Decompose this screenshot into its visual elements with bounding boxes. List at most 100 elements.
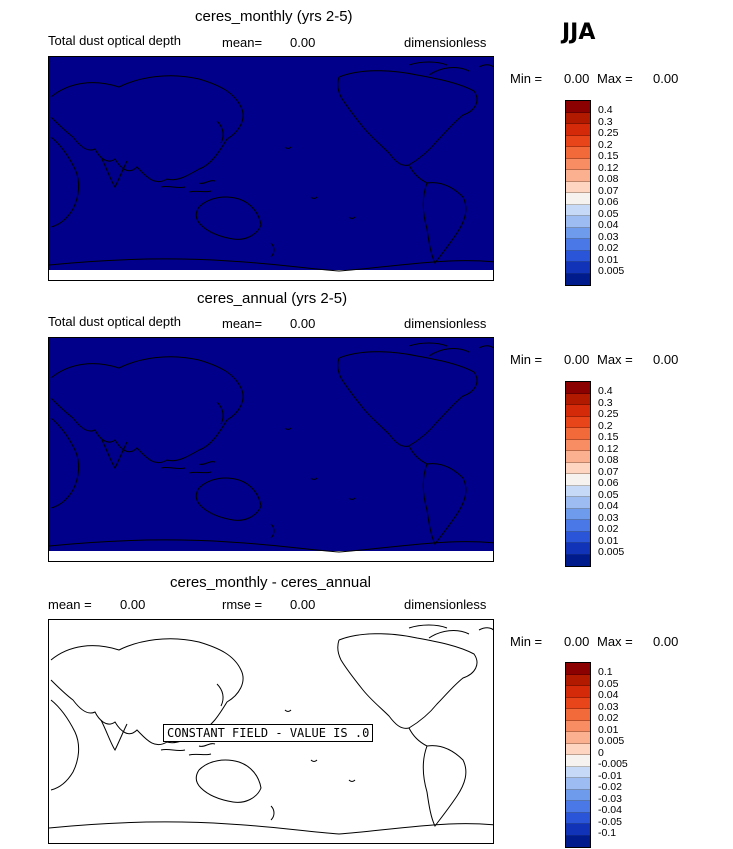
colorbar-label: -0.03	[598, 792, 622, 805]
colorbar-label: 0.12	[598, 442, 619, 455]
colorbar-label: 0.03	[598, 230, 619, 243]
colorbar-swatch	[566, 766, 590, 778]
panel1-max-value: 0.00	[653, 71, 679, 86]
colorbar-label: 0.3	[598, 115, 613, 128]
panel2-min-label: Min =	[510, 352, 543, 367]
colorbar-label: 0.08	[598, 173, 619, 185]
panel1-colorbar	[565, 100, 591, 286]
colorbar-swatch	[566, 112, 590, 124]
colorbar-label: 0.04	[598, 689, 619, 701]
colorbar-swatch	[566, 382, 590, 394]
colorbar-label: 0.06	[598, 477, 619, 489]
colorbar-swatch	[566, 216, 590, 228]
colorbar-label: 0.03	[598, 700, 619, 713]
panel3-colorbar	[565, 662, 591, 848]
panel1-map	[48, 56, 494, 281]
panel2-colorbar-labels: 0.4 0.3 0.25 0.2 0.15 0.12 0.08 0.07 0.06 0.05 0.0…	[598, 385, 625, 559]
panel1-max-label: Max =	[597, 71, 633, 86]
colorbar-label: 0.02	[598, 523, 619, 535]
colorbar-swatch	[566, 543, 590, 555]
colorbar-label: 0.02	[598, 242, 619, 254]
colorbar-swatch	[566, 170, 590, 182]
colorbar-label: 0.2	[598, 138, 613, 151]
colorbar-label: 0.06	[598, 196, 619, 208]
colorbar-swatch	[566, 801, 590, 813]
panel3-rmse-label: rmse =	[222, 597, 263, 612]
panel2-max-value: 0.00	[653, 352, 679, 367]
panel2-field	[49, 338, 493, 551]
colorbar-swatch	[566, 239, 590, 251]
colorbar-swatch	[566, 451, 590, 463]
colorbar-swatch	[566, 101, 590, 113]
colorbar-swatch	[566, 405, 590, 417]
panel2-map	[48, 337, 494, 562]
colorbar-swatch	[566, 227, 590, 239]
colorbar-label: 0.005	[598, 265, 625, 277]
panel2-map-svg	[49, 338, 493, 553]
colorbar-swatch	[566, 193, 590, 205]
colorbar-swatch	[566, 709, 590, 721]
colorbar-label: 0.01	[598, 723, 619, 736]
colorbar-label: 0.4	[598, 385, 613, 397]
colorbar-swatch	[566, 124, 590, 136]
colorbar-swatch	[566, 250, 590, 262]
panel2-variable: Total dust optical depth	[48, 314, 181, 329]
panel2-title: ceres_annual (yrs 2-5)	[197, 290, 348, 307]
colorbar-label: 0	[598, 746, 604, 759]
colorbar-label: 0.005	[598, 546, 625, 558]
colorbar-label: 0.05	[598, 207, 619, 220]
panel2-mean-value: 0.00	[290, 316, 316, 331]
season-label: JJA	[562, 20, 596, 45]
panel1-field	[49, 57, 493, 270]
panel2-min-value: 0.00	[564, 352, 590, 367]
colorbar-label: 0.01	[598, 253, 619, 266]
colorbar-swatch	[566, 824, 590, 836]
colorbar-swatch	[566, 428, 590, 440]
colorbar-swatch	[566, 462, 590, 474]
panel1-mean-value: 0.00	[290, 35, 316, 50]
panel1-map-svg	[49, 57, 493, 272]
colorbar-swatch	[566, 812, 590, 824]
colorbar-swatch	[566, 755, 590, 767]
colorbar-swatch	[566, 520, 590, 532]
colorbar-swatch	[566, 204, 590, 216]
colorbar-label: 0.08	[598, 454, 619, 466]
colorbar-label: 0.3	[598, 396, 613, 409]
colorbar-label: 0.15	[598, 431, 619, 443]
colorbar-label: -0.01	[598, 769, 622, 782]
colorbar-swatch	[566, 663, 590, 675]
colorbar-swatch	[566, 743, 590, 755]
colorbar-swatch	[566, 789, 590, 801]
panel3-mean-value: 0.00	[120, 597, 146, 612]
panel2-max-label: Max =	[597, 352, 633, 367]
panel3-mean-label: mean =	[48, 597, 92, 612]
panel2-units: dimensionless	[404, 316, 487, 331]
panel3-title: ceres_monthly - ceres_annual	[170, 574, 371, 591]
panel2-colorbar	[565, 381, 591, 567]
colorbar-swatch	[566, 720, 590, 732]
colorbar-label: -0.04	[598, 804, 622, 816]
colorbar-swatch	[566, 485, 590, 497]
colorbar-swatch	[566, 497, 590, 509]
colorbar-label: 0.25	[598, 408, 619, 420]
constant-field-label: CONSTANT FIELD - VALUE IS .0	[163, 724, 374, 742]
colorbar-swatch	[566, 393, 590, 405]
panel1-min-label: Min =	[510, 71, 543, 86]
colorbar-swatch	[566, 554, 590, 566]
colorbar-label: 0.1	[598, 666, 613, 678]
colorbar-label: 0.05	[598, 488, 619, 501]
colorbar-label: 0.07	[598, 184, 619, 197]
colorbar-label: 0.12	[598, 161, 619, 174]
colorbar-label: -0.02	[598, 781, 622, 793]
colorbar-label: 0.01	[598, 534, 619, 547]
colorbar-swatch	[566, 262, 590, 274]
panel1-units: dimensionless	[404, 35, 487, 50]
colorbar-swatch	[566, 273, 590, 285]
colorbar-swatch	[566, 674, 590, 686]
panel3-units: dimensionless	[404, 597, 487, 612]
panel1-min-value: 0.00	[564, 71, 590, 86]
colorbar-label: 0.2	[598, 419, 613, 432]
colorbar-swatch	[566, 778, 590, 790]
colorbar-label: 0.04	[598, 500, 619, 512]
panel3-colorbar-labels: 0.1 0.05 0.04 0.03 0.02 0.01 0.005 0 -0.005 -0.01…	[598, 666, 628, 840]
